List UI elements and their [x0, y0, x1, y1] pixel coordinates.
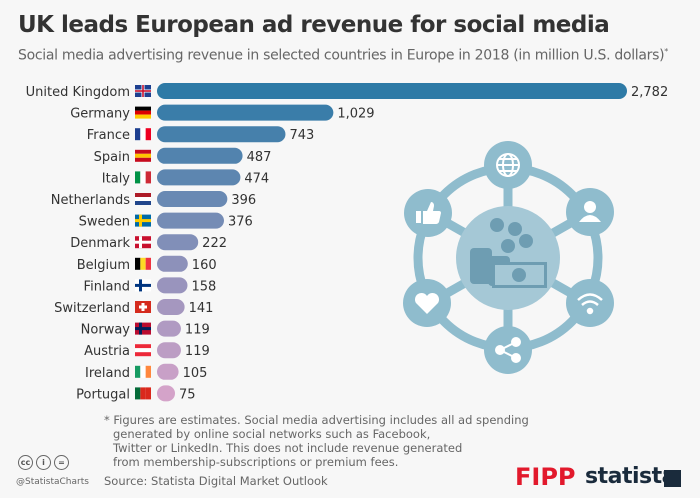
value-label: 75	[179, 387, 196, 402]
bar	[157, 385, 175, 402]
value-label: 222	[202, 236, 227, 251]
value-label: 141	[189, 301, 214, 316]
category-label: France	[87, 128, 130, 143]
bar	[157, 342, 181, 359]
category-label: Switzerland	[54, 301, 130, 316]
bar	[157, 126, 286, 143]
bar	[157, 255, 188, 272]
bar	[157, 169, 241, 186]
bar	[157, 320, 181, 337]
value-label: 2,782	[631, 85, 668, 100]
statista-logo: statista	[585, 464, 676, 489]
category-label: Belgium	[77, 258, 130, 273]
category-label: Ireland	[85, 366, 130, 381]
value-label: 119	[185, 323, 210, 338]
flag-icon	[135, 85, 151, 97]
cc-icon[interactable]: cc	[18, 455, 33, 470]
license-icons[interactable]: cc i =	[18, 455, 69, 470]
category-label: Netherlands	[51, 193, 130, 208]
category-label: Sweden	[79, 215, 130, 230]
category-label: Italy	[102, 171, 131, 186]
bar	[157, 83, 627, 99]
statista-handle[interactable]: @StatistaCharts	[16, 477, 89, 487]
attribution-icon[interactable]: i	[36, 455, 51, 470]
bar	[157, 104, 334, 121]
footnote-line: generated by online social networks such…	[113, 427, 431, 441]
bar	[157, 212, 224, 229]
flag-icon	[135, 106, 151, 119]
bar	[157, 147, 243, 164]
bar	[157, 191, 228, 207]
category-label: Portugal	[76, 387, 130, 402]
value-label: 396	[231, 193, 256, 208]
value-label: 160	[192, 258, 217, 273]
subtitle-mark: *	[664, 47, 668, 56]
flag-icon	[135, 193, 151, 205]
flag-icon	[135, 171, 151, 184]
flag-icon	[135, 257, 151, 270]
footnote-line: Twitter or LinkedIn. This does not inclu…	[113, 441, 463, 455]
bar	[157, 234, 199, 251]
value-label: 119	[185, 344, 210, 359]
statista-logo-mark	[664, 470, 681, 487]
flag-icon	[135, 149, 151, 162]
bar-chart: United Kingdom 2,782 Germany 1,029 France 743…	[26, 83, 668, 402]
category-label: Norway	[81, 323, 131, 338]
value-label: 1,029	[337, 107, 374, 122]
value-label: 158	[191, 279, 216, 294]
value-label: 105	[183, 366, 208, 381]
bar	[157, 277, 188, 294]
value-label: 376	[228, 215, 253, 230]
flag-icon	[135, 387, 151, 400]
footnote: * Figures are estimates. Social media ad…	[104, 413, 529, 469]
flag-icon	[135, 128, 151, 141]
category-label: Finland	[84, 279, 130, 294]
chart-subtitle: Social media advertising revenue in sele…	[18, 47, 668, 64]
flag-icon	[135, 301, 151, 313]
chart-title: UK leads European ad revenue for social …	[18, 12, 610, 38]
category-label: Spain	[94, 150, 130, 165]
source-text: Source: Statista Digital Market Outlook	[104, 474, 328, 488]
subtitle-text: Social media advertising revenue in sele…	[18, 47, 665, 64]
flag-icon	[135, 322, 151, 335]
value-label: 487	[247, 150, 272, 165]
category-label: Germany	[70, 107, 130, 122]
bar	[157, 363, 179, 380]
value-label: 743	[289, 128, 314, 143]
flag-icon	[135, 344, 151, 357]
flag-icon	[135, 279, 151, 292]
category-label: Denmark	[70, 236, 130, 251]
flag-icon	[135, 365, 151, 378]
footnote-line: from membership-subscriptions or premium…	[113, 455, 399, 469]
flag-icon	[135, 214, 151, 227]
category-label: Austria	[84, 344, 130, 359]
bar	[157, 299, 185, 315]
footnote-line: * Figures are estimates. Social media ad…	[104, 413, 529, 427]
flag-icon	[135, 236, 151, 249]
value-label: 474	[244, 171, 269, 186]
no-derivatives-icon[interactable]: =	[54, 455, 69, 470]
category-label: United Kingdom	[26, 85, 130, 100]
fipp-logo: FIPP	[515, 463, 576, 491]
